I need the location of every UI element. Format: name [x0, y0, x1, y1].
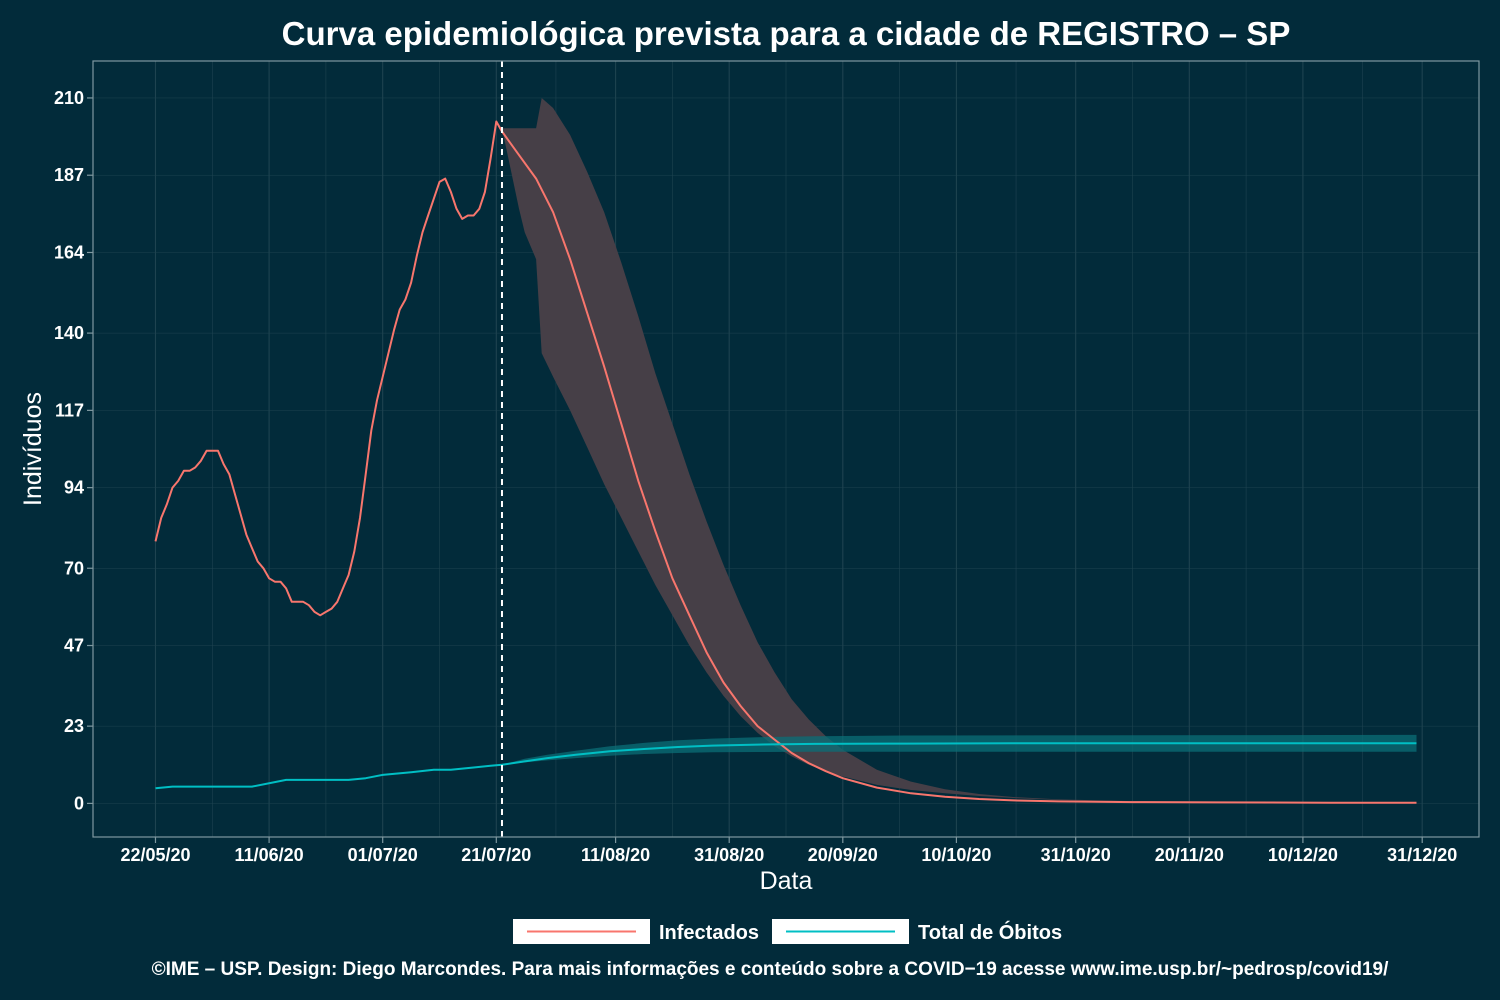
legend: Infectados Total de Óbitos [513, 919, 1062, 944]
x-tick-label: 20/11/20 [1155, 845, 1224, 865]
x-tick-label: 11/08/20 [581, 845, 650, 865]
x-tick-label: 10/12/20 [1268, 845, 1338, 865]
x-tick-label: 21/07/20 [461, 845, 531, 865]
confidence-bands [502, 98, 1417, 803]
x-tick-label: 11/06/20 [235, 845, 304, 865]
y-axis: 0 23 47 70 94 117 140 164 187 210 [54, 88, 93, 813]
y-tick-label: 140 [54, 323, 84, 343]
footer-caption: ©IME – USP. Design: Diego Marcondes. Par… [152, 959, 1389, 980]
x-tick-label: 31/10/20 [1041, 845, 1111, 865]
y-tick-label: 47 [64, 636, 84, 656]
y-tick-label: 187 [54, 165, 84, 185]
y-tick-label: 117 [55, 400, 84, 420]
x-axis: 22/05/20 11/06/20 01/07/20 21/07/20 11/08/20… [120, 837, 1457, 865]
y-tick-label: 210 [54, 88, 84, 108]
line-obitos [155, 742, 1417, 790]
y-tick-label: 164 [54, 242, 84, 262]
x-tick-label: 22/05/20 [120, 845, 190, 865]
x-tick-label: 01/07/20 [348, 845, 418, 865]
legend-item-infectados: Infectados [513, 919, 759, 944]
x-tick-label: 10/10/20 [921, 845, 991, 865]
y-tick-label: 70 [64, 558, 84, 578]
x-tick-label: 31/12/20 [1387, 845, 1457, 865]
chart-title: Curva epidemiológica prevista para a cid… [282, 15, 1291, 52]
band-infectados [502, 98, 1417, 803]
line-infectados [154, 120, 1417, 804]
plot-frame [92, 60, 1480, 838]
x-tick-label: 20/09/20 [808, 845, 878, 865]
legend-label-obitos: Total de Óbitos [918, 920, 1062, 944]
y-tick-label: 94 [64, 478, 84, 498]
y-axis-title: Indivíduos [19, 392, 47, 506]
x-axis-title: Data [760, 867, 813, 895]
legend-item-obitos: Total de Óbitos [772, 919, 1062, 944]
legend-label-infectados: Infectados [659, 922, 759, 944]
y-tick-label: 0 [74, 793, 84, 813]
y-tick-label: 23 [64, 716, 84, 736]
x-tick-label: 31/08/20 [694, 845, 764, 865]
series-lines [154, 120, 1417, 804]
